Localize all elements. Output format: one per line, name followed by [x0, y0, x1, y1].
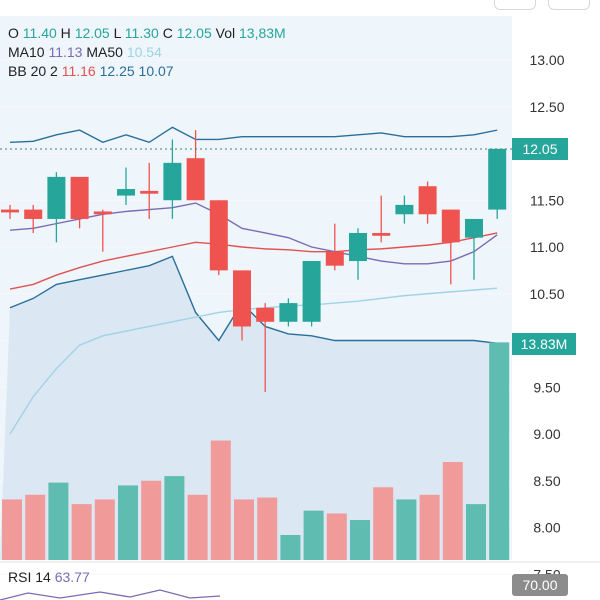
rsi-label: RSI 14 [8, 569, 51, 585]
candle-body [163, 162, 182, 201]
price-axis: 13.0012.5012.0011.5011.0010.5010.009.509… [529, 52, 564, 582]
volume-bar [489, 342, 510, 560]
volume-badge: 13.83M [512, 333, 576, 355]
volume-bar [94, 499, 115, 560]
candles [1, 130, 507, 392]
y-tick-label: 10.50 [529, 286, 564, 302]
volume-badge-text: 13.83M [521, 336, 568, 352]
volume-area-line [9, 255, 498, 344]
low-value: 11.30 [124, 25, 159, 41]
price-badge-text: 12.05 [522, 141, 557, 157]
rsi-value: 63.77 [54, 569, 90, 585]
close-label: C [162, 25, 173, 41]
y-tick-label: 13.00 [529, 52, 564, 68]
ma50-value: 10.54 [126, 44, 162, 60]
low-label: L [113, 25, 121, 41]
toolbar-button[interactable] [494, 0, 536, 10]
y-tick-label: 9.50 [533, 379, 560, 395]
bb-lower-value: 10.07 [138, 63, 174, 79]
y-tick-label: 8.50 [533, 473, 560, 489]
candle-body [256, 307, 275, 322]
candle-body [70, 176, 89, 219]
volume-bar [466, 504, 486, 560]
candle-body [349, 232, 367, 262]
volume-bar [257, 497, 278, 560]
high-value: 12.05 [74, 25, 110, 41]
candle-body [117, 189, 135, 196]
candle-body [47, 176, 66, 219]
volume-bar [373, 487, 394, 560]
volume-bars [0, 255, 510, 560]
volume-bar [210, 440, 231, 560]
close-value: 12.05 [176, 25, 212, 41]
ohlc-row: O 11.40 H 12.05 L 11.30 C 12.05 Vol 13,8… [8, 24, 286, 42]
ma10-line [9, 202, 498, 265]
candle-body [395, 204, 414, 215]
candle-body [1, 209, 19, 213]
ma-row: MA10 11.13 MA50 10.54 [8, 43, 162, 61]
bb-mid-value: 11.16 [61, 63, 96, 79]
volume-bar [326, 513, 347, 560]
volume-bar [350, 520, 370, 560]
bb-row: BB 20 2 11.16 12.25 10.07 [8, 62, 174, 80]
bb-label: BB 20 2 [8, 63, 58, 79]
bb-upper-value: 12.25 [99, 63, 135, 79]
rsi-row: RSI 14 63.77 [8, 569, 90, 585]
volume-area [0, 256, 498, 560]
volume-bar [141, 480, 162, 560]
volume-bar [187, 494, 208, 560]
candle-body [93, 211, 112, 215]
candle-body [372, 232, 391, 236]
high-label: H [60, 25, 71, 41]
volume-value: 13,83M [239, 25, 286, 41]
volume-bar [48, 482, 69, 560]
open-label: O [8, 25, 19, 41]
open-value: 11.40 [22, 25, 57, 41]
candle-body [325, 251, 344, 266]
y-tick-label: 12.50 [529, 99, 564, 115]
volume-bar [25, 494, 46, 560]
volume-bar [118, 485, 138, 560]
candle-body [209, 200, 228, 271]
candle-body [418, 186, 437, 215]
volume-bar [2, 499, 22, 560]
bb-upper-line [9, 126, 498, 144]
ma50-line [9, 287, 498, 435]
ma10-label: MA10 [8, 44, 45, 60]
rsi-line [0, 589, 221, 600]
volume-bar [419, 494, 440, 560]
candle-body [441, 209, 460, 243]
volume-bar [303, 510, 324, 560]
candle-body [24, 209, 43, 219]
toolbar-button[interactable] [548, 0, 590, 10]
volume-bar [280, 534, 301, 560]
rsi-axis-badge: 70.00 [512, 574, 568, 596]
volume-label: Vol [215, 25, 236, 41]
volume-bar [396, 499, 417, 560]
volume-bar [234, 499, 254, 560]
rsi-axis-badge-text: 70.00 [522, 577, 557, 593]
candle-body [233, 270, 251, 327]
candle-body [488, 148, 507, 210]
y-tick-label: 11.50 [530, 192, 564, 208]
bb-mid-line [9, 232, 498, 290]
ma10-value: 11.13 [48, 44, 83, 60]
candle-body [186, 158, 205, 201]
candle-body [279, 303, 298, 322]
candle-body [302, 261, 321, 322]
y-tick-label: 11.00 [530, 239, 564, 255]
indicator-lines [9, 126, 498, 435]
volume-bar [71, 504, 92, 560]
ma50-label: MA50 [86, 44, 123, 60]
price-badge: 12.05 [512, 138, 568, 160]
y-tick-label: 9.00 [533, 426, 560, 442]
y-tick-label: 8.00 [533, 520, 560, 536]
volume-bar [442, 462, 463, 560]
candle-body [465, 218, 483, 238]
volume-bar [164, 476, 185, 560]
candle-body [140, 190, 159, 194]
